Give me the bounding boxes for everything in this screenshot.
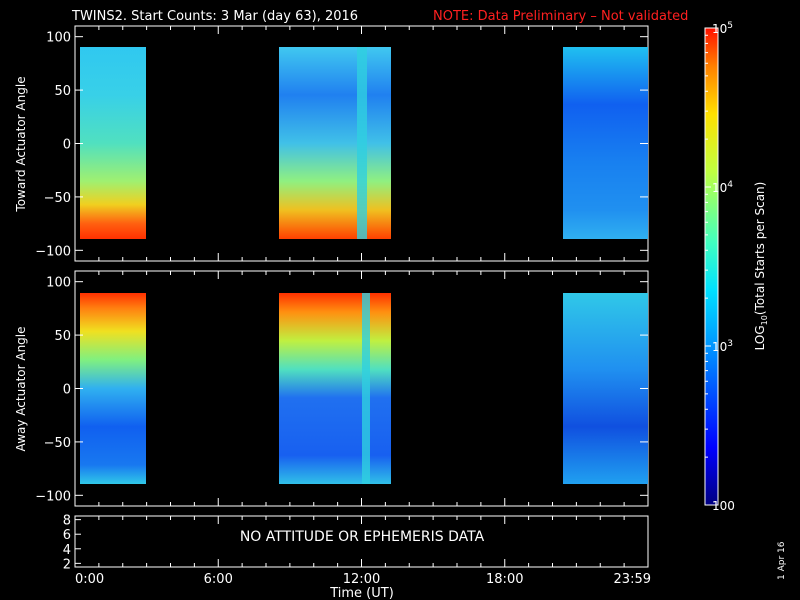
y-tick-label: 4 bbox=[63, 543, 71, 558]
panel-away: 100 50 0 −50 −100 Away Actuator Angle bbox=[14, 270, 649, 507]
x-tick-label: 18:00 bbox=[486, 572, 523, 587]
y-axis-away: 100 50 0 −50 −100 bbox=[35, 276, 648, 504]
x-ticks-toward bbox=[74, 26, 649, 261]
colorbar-scale bbox=[704, 27, 719, 506]
y-tick-label: 8 bbox=[63, 514, 71, 529]
y-tick-label: −100 bbox=[35, 244, 71, 259]
y-tick-label: 100 bbox=[46, 31, 71, 46]
no-data-message: NO ATTITUDE OR EPHEMERIS DATA bbox=[240, 529, 485, 545]
y-tick-label: −50 bbox=[44, 436, 71, 451]
y-label-away: Away Actuator Angle bbox=[14, 326, 28, 451]
panel-toward: 100 50 0 −50 −100 Toward Actuator Angle bbox=[14, 25, 649, 262]
x-tick-label: 23:59 bbox=[614, 572, 651, 587]
preliminary-note: NOTE: Data Preliminary – Not validated bbox=[433, 9, 688, 24]
colorbar: 100 103 104 105 LOG10(Total Starts per Scan… bbox=[704, 21, 769, 513]
x-tick-label: 6:00 bbox=[204, 572, 233, 587]
heat-block-toward-3 bbox=[563, 47, 648, 239]
x-tick-label: 12:00 bbox=[343, 572, 380, 587]
heat-block-away-3 bbox=[563, 293, 648, 484]
heat-block-toward-1 bbox=[80, 47, 146, 239]
x-tick-label: 0:00 bbox=[75, 572, 104, 587]
y-tick-label: 2 bbox=[63, 557, 71, 572]
colorbar-tick-label: 104 bbox=[712, 180, 733, 195]
colorbar-tick-label: 100 bbox=[712, 499, 735, 513]
y-tick-label: 0 bbox=[63, 138, 71, 153]
y-tick-label: 100 bbox=[46, 276, 71, 291]
x-ticks-ephemeris bbox=[74, 516, 649, 567]
y-tick-label: −100 bbox=[35, 489, 71, 504]
heat-stripe-away bbox=[362, 293, 370, 484]
heat-stripe-toward bbox=[357, 47, 367, 239]
y-tick-label: 6 bbox=[63, 528, 71, 543]
colorbar-ticks: 100 103 104 105 bbox=[705, 21, 735, 513]
y-axis-toward: 100 50 0 −50 −100 bbox=[35, 31, 648, 259]
colorbar-label: LOG10(Total Starts per Scan) bbox=[753, 182, 769, 351]
chart-title: TWINS2. Start Counts: 3 Mar (day 63), 20… bbox=[71, 9, 358, 24]
y-label-toward: Toward Actuator Angle bbox=[14, 76, 28, 212]
colorbar-tick-label: 105 bbox=[712, 21, 733, 36]
colorbar-tick-label: 103 bbox=[712, 339, 733, 354]
x-ticks-away bbox=[74, 271, 649, 506]
heat-block-away-2 bbox=[279, 293, 391, 484]
heat-block-away-1 bbox=[80, 293, 146, 484]
x-axis: 0:00 6:00 12:00 18:00 23:59 bbox=[75, 572, 651, 587]
y-tick-label: −50 bbox=[44, 191, 71, 206]
date-stamp: 1 Apr 16 bbox=[777, 541, 787, 580]
y-tick-label: 0 bbox=[63, 383, 71, 398]
x-axis-label: Time (UT) bbox=[329, 586, 394, 600]
y-tick-label: 50 bbox=[54, 329, 71, 344]
y-tick-label: 50 bbox=[54, 84, 71, 99]
heat-block-toward-2 bbox=[279, 47, 391, 239]
